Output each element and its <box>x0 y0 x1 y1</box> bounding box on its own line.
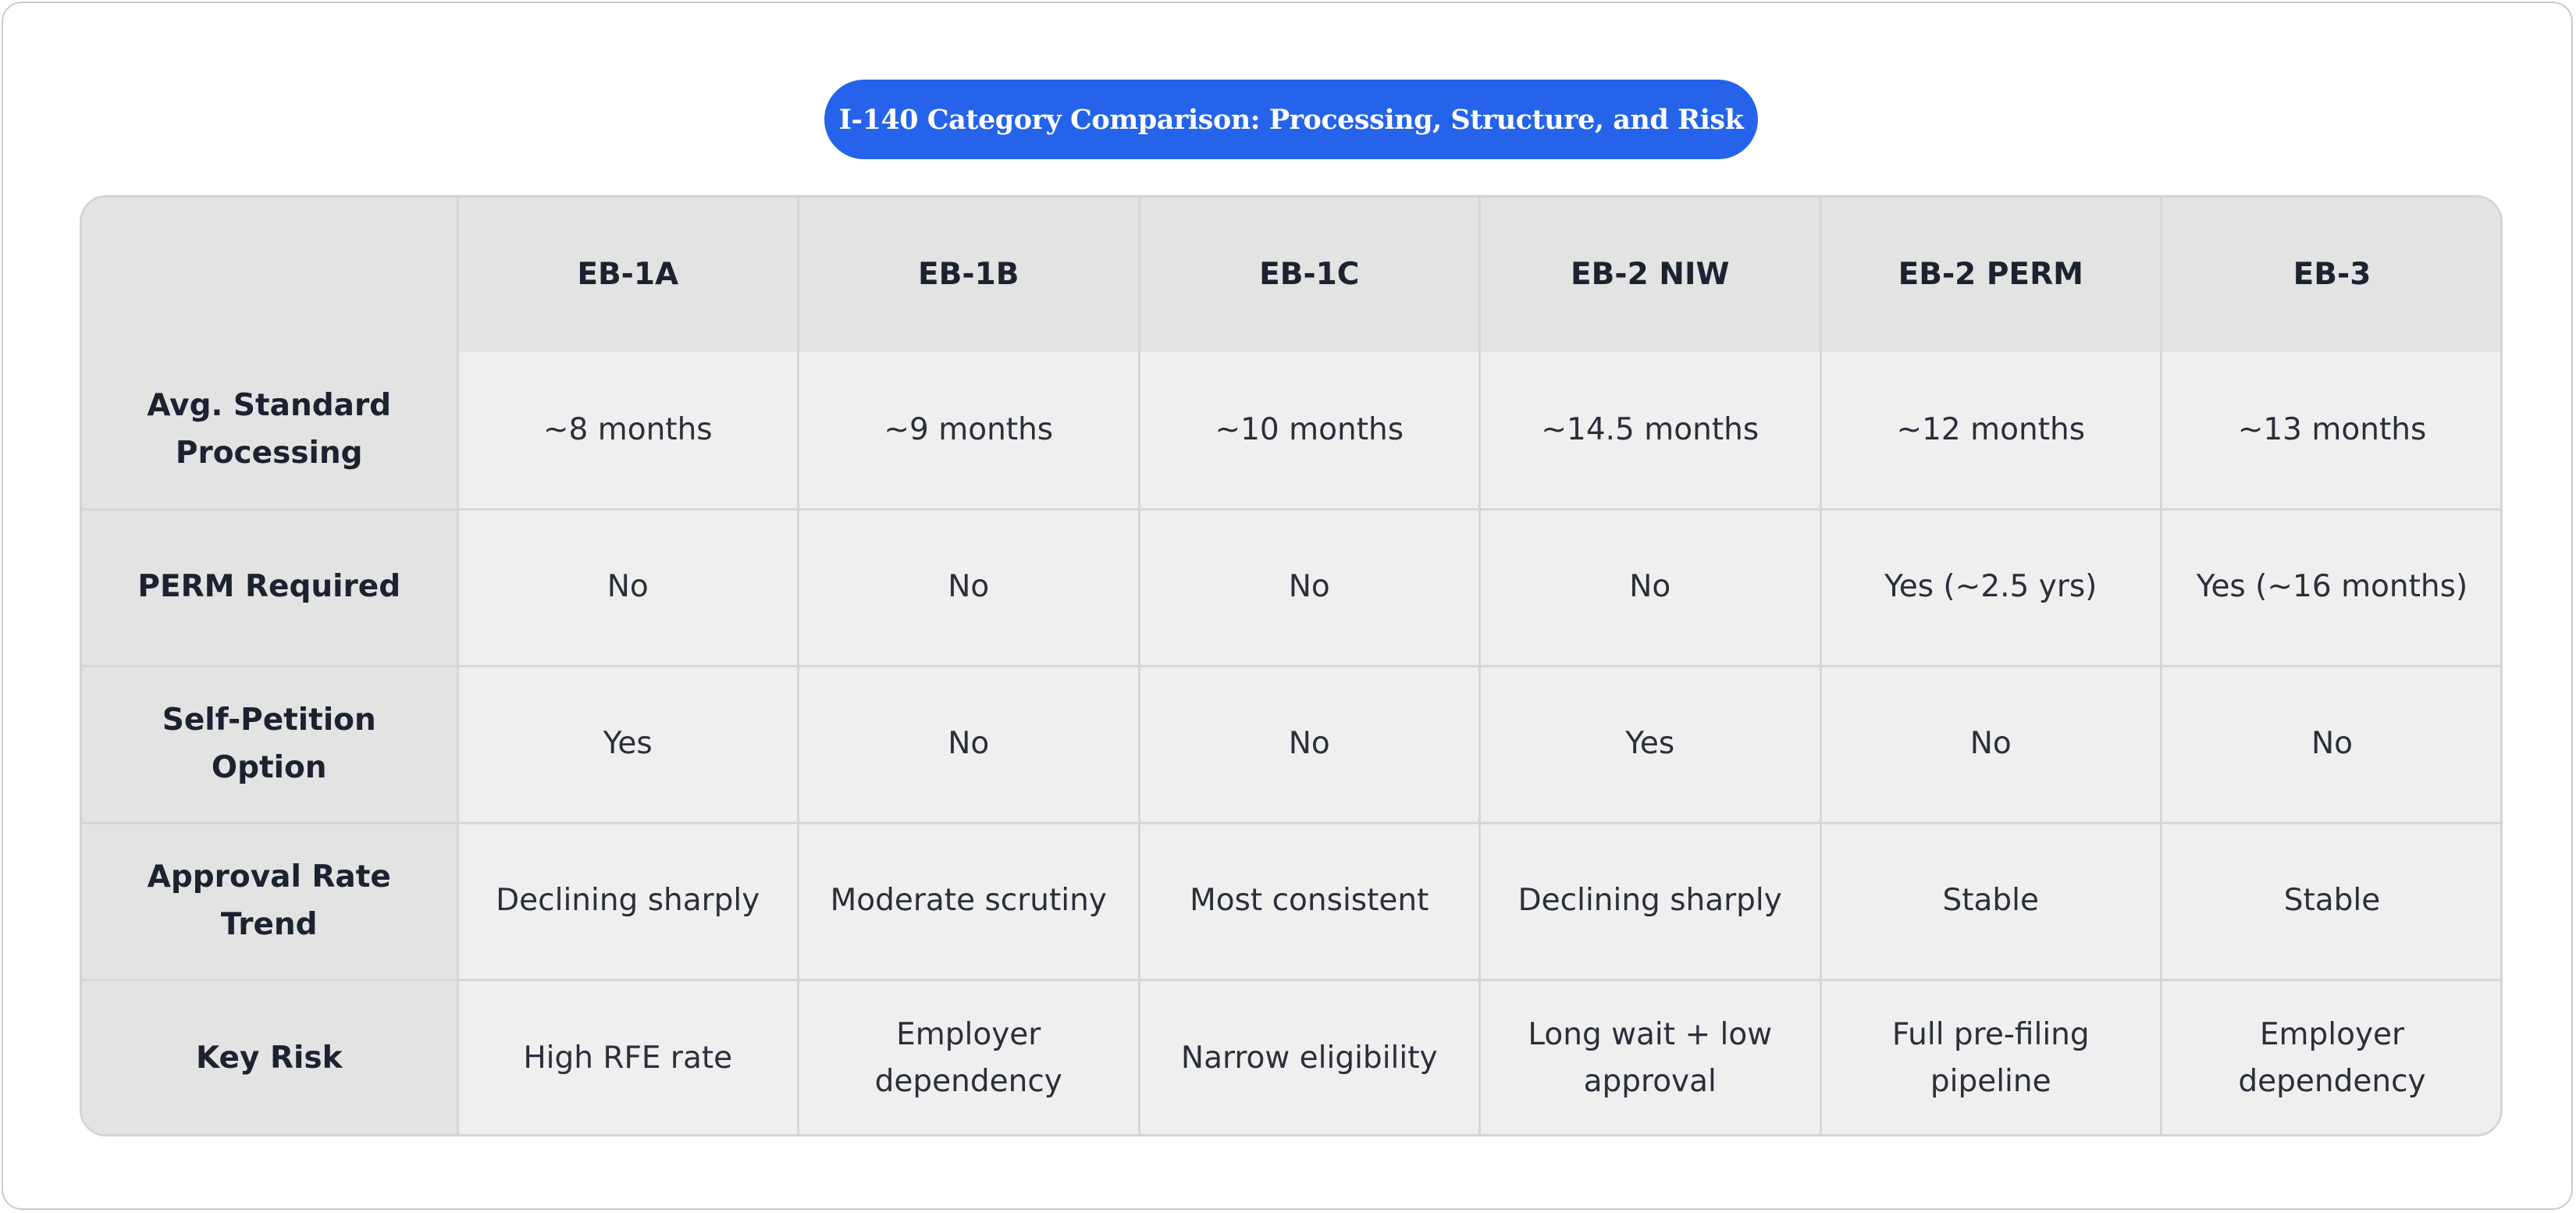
table-cell: ~9 months <box>797 352 1140 510</box>
table-cell: No <box>1137 664 1481 824</box>
table-cell: No <box>2160 664 2500 824</box>
table-cell: Yes (~16 months) <box>2160 507 2500 667</box>
table-cell: Employer dependency <box>797 978 1140 1134</box>
column-header: EB-3 <box>2160 197 2500 352</box>
table-cell: Declining sharply <box>1478 821 1822 981</box>
table-cell: Stable <box>2160 821 2500 981</box>
column-header: EB-1C <box>1137 197 1481 352</box>
table-cell: ~8 months <box>456 352 799 510</box>
table-cell: ~12 months <box>1819 352 2162 510</box>
table-row: Approval Rate Trend Declining sharply Mo… <box>82 821 2500 981</box>
table-cell: No <box>1819 664 2162 824</box>
table-cell: ~10 months <box>1137 352 1481 510</box>
table-cell: No <box>797 664 1140 824</box>
table-cell: Moderate scrutiny <box>797 821 1140 981</box>
table-cell: No <box>1478 507 1822 667</box>
table-cell: Yes <box>1478 664 1822 824</box>
table-cell: Narrow eligibility <box>1137 978 1481 1134</box>
table-cell: ~14.5 months <box>1478 352 1822 510</box>
table-cell: Full pre-filing pipeline <box>1819 978 2162 1134</box>
table-cell: Yes (~2.5 yrs) <box>1819 507 2162 667</box>
table-cell: Long wait + low approval <box>1478 978 1822 1134</box>
row-label: Self-Petition Option <box>82 664 459 824</box>
table-cell: Employer dependency <box>2160 978 2500 1134</box>
row-label: Avg. Standard Processing <box>82 352 459 510</box>
row-label: PERM Required <box>82 507 459 667</box>
table-cell: ~13 months <box>2160 352 2500 510</box>
column-header: EB-2 PERM <box>1819 197 2162 352</box>
column-header: EB-1A <box>456 197 799 352</box>
column-header: EB-2 NIW <box>1478 197 1822 352</box>
row-label: Approval Rate Trend <box>82 821 459 981</box>
header-corner-cell <box>82 197 459 352</box>
comparison-table: EB-1A EB-1B EB-1C EB-2 NIW EB-2 PERM EB-… <box>82 197 2500 1134</box>
row-label: Key Risk <box>82 978 459 1134</box>
page-title: I-140 Category Comparison: Processing, S… <box>824 80 1758 159</box>
header-row: EB-1A EB-1B EB-1C EB-2 NIW EB-2 PERM EB-… <box>82 197 2500 352</box>
table-cell: High RFE rate <box>456 978 799 1134</box>
table-row: Key Risk High RFE rate Employer dependen… <box>82 978 2500 1134</box>
table-cell: No <box>797 507 1140 667</box>
table-row: Self-Petition Option Yes No No Yes No No <box>82 664 2500 824</box>
table-cell: No <box>456 507 799 667</box>
table-cell: Stable <box>1819 821 2162 981</box>
table-cell: No <box>1137 507 1481 667</box>
table-row: Avg. Standard Processing ~8 months ~9 mo… <box>82 352 2500 510</box>
table-cell: Declining sharply <box>456 821 799 981</box>
table-row: PERM Required No No No No Yes (~2.5 yrs)… <box>82 507 2500 667</box>
table-cell: Most consistent <box>1137 821 1481 981</box>
table-cell: Yes <box>456 664 799 824</box>
column-header: EB-1B <box>797 197 1140 352</box>
comparison-table-container: EB-1A EB-1B EB-1C EB-2 NIW EB-2 PERM EB-… <box>80 195 2503 1137</box>
